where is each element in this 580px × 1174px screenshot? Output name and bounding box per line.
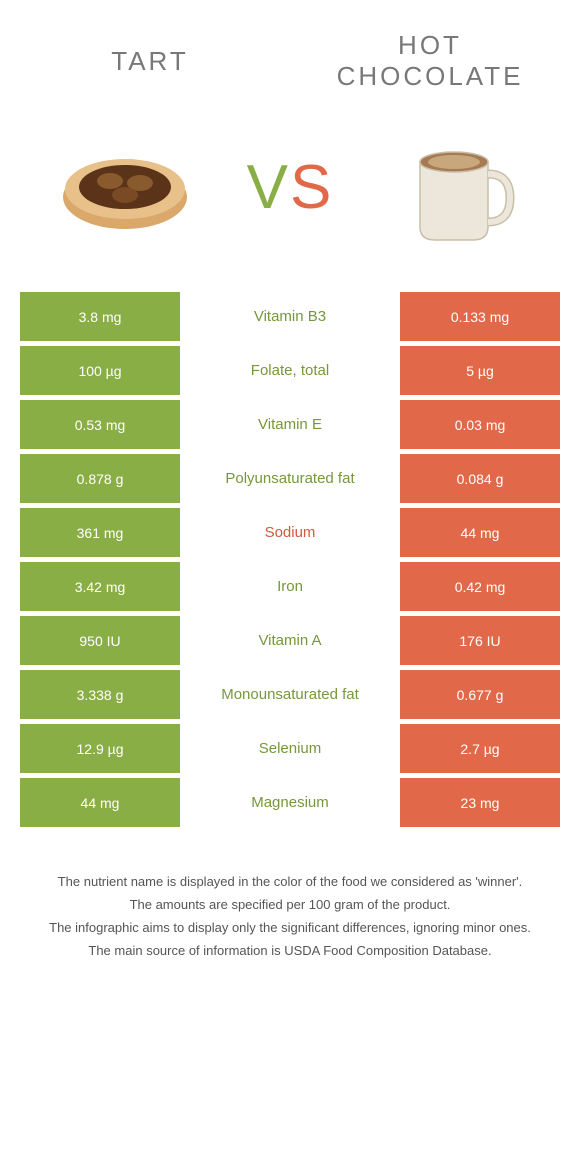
nutrient-label: Vitamin A	[180, 616, 400, 665]
title-right: HOT CHOCOLATE	[310, 30, 550, 92]
value-left: 361 mg	[20, 508, 180, 557]
nutrient-label: Polyunsaturated fat	[180, 454, 400, 503]
table-row: 3.8 mgVitamin B30.133 mg	[20, 292, 560, 341]
value-left: 3.338 g	[20, 670, 180, 719]
value-left: 0.878 g	[20, 454, 180, 503]
value-right: 0.677 g	[400, 670, 560, 719]
table-row: 361 mgSodium44 mg	[20, 508, 560, 557]
table-row: 3.42 mgIron0.42 mg	[20, 562, 560, 611]
value-left: 3.42 mg	[20, 562, 180, 611]
footer-line-4: The main source of information is USDA F…	[30, 941, 550, 962]
value-left: 12.9 µg	[20, 724, 180, 773]
footer-line-1: The nutrient name is displayed in the co…	[30, 872, 550, 893]
value-right: 5 µg	[400, 346, 560, 395]
value-left: 950 IU	[20, 616, 180, 665]
value-right: 2.7 µg	[400, 724, 560, 773]
value-right: 0.084 g	[400, 454, 560, 503]
header: TART HOT CHOCOLATE	[0, 0, 580, 102]
nutrient-label: Sodium	[180, 508, 400, 557]
table-row: 0.878 gPolyunsaturated fat0.084 g	[20, 454, 560, 503]
table-row: 100 µgFolate, total5 µg	[20, 346, 560, 395]
tart-image	[35, 112, 215, 262]
value-right: 0.42 mg	[400, 562, 560, 611]
value-right: 0.133 mg	[400, 292, 560, 341]
hot-chocolate-image	[365, 112, 545, 262]
value-right: 23 mg	[400, 778, 560, 827]
table-row: 3.338 gMonounsaturated fat0.677 g	[20, 670, 560, 719]
vs-label: VS	[247, 152, 334, 223]
vs-v: V	[247, 153, 290, 222]
nutrient-label: Folate, total	[180, 346, 400, 395]
table-row: 44 mgMagnesium23 mg	[20, 778, 560, 827]
comparison-table: 3.8 mgVitamin B30.133 mg 100 µgFolate, to…	[0, 292, 580, 827]
table-row: 0.53 mgVitamin E0.03 mg	[20, 400, 560, 449]
footer-line-2: The amounts are specified per 100 gram o…	[30, 895, 550, 916]
value-left: 0.53 mg	[20, 400, 180, 449]
nutrient-label: Vitamin B3	[180, 292, 400, 341]
nutrient-label: Vitamin E	[180, 400, 400, 449]
value-left: 100 µg	[20, 346, 180, 395]
value-right: 176 IU	[400, 616, 560, 665]
value-left: 3.8 mg	[20, 292, 180, 341]
nutrient-label: Selenium	[180, 724, 400, 773]
nutrient-label: Magnesium	[180, 778, 400, 827]
table-row: 950 IUVitamin A176 IU	[20, 616, 560, 665]
footer: The nutrient name is displayed in the co…	[0, 832, 580, 983]
vs-s: S	[290, 153, 333, 222]
nutrient-label: Iron	[180, 562, 400, 611]
table-row: 12.9 µgSelenium2.7 µg	[20, 724, 560, 773]
value-right: 0.03 mg	[400, 400, 560, 449]
value-right: 44 mg	[400, 508, 560, 557]
value-left: 44 mg	[20, 778, 180, 827]
title-left: TART	[30, 46, 270, 77]
images-row: VS	[0, 102, 580, 292]
nutrient-label: Monounsaturated fat	[180, 670, 400, 719]
footer-line-3: The infographic aims to display only the…	[30, 918, 550, 939]
